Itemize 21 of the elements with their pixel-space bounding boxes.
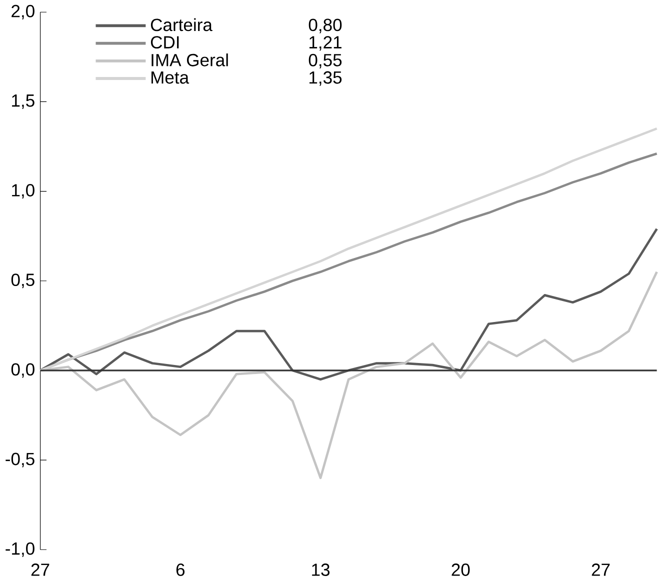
- y-tick-label: -1,0: [6, 542, 34, 557]
- x-tick-label: 27: [31, 564, 50, 576]
- y-tick-label: 2,0: [12, 4, 34, 20]
- x-tick-label: 13: [312, 564, 330, 576]
- legend-label: Carteira: [150, 18, 212, 32]
- y-tick-label: -0,5: [6, 452, 34, 468]
- y-tick-label: 1,0: [12, 184, 34, 199]
- x-tick-label: 20: [452, 564, 470, 576]
- y-tick-label: 0,5: [11, 274, 34, 288]
- legend-label: IMA Geral: [152, 54, 228, 66]
- annotation: 1,21: [309, 36, 342, 51]
- line-series: [39, 228, 658, 381]
- legend-label: Meta: [152, 72, 190, 84]
- y-tick-label: 1,5: [12, 94, 34, 109]
- x-tick-label: 6: [176, 564, 185, 576]
- legend-label: CDI: [150, 36, 179, 49]
- y-tick-label: 0,0: [11, 363, 34, 378]
- annotation: 1,35: [309, 71, 342, 86]
- annotation: 0,80: [308, 18, 342, 34]
- annotation: 0,55: [308, 54, 342, 69]
- x-tick-label: 27: [592, 564, 610, 576]
